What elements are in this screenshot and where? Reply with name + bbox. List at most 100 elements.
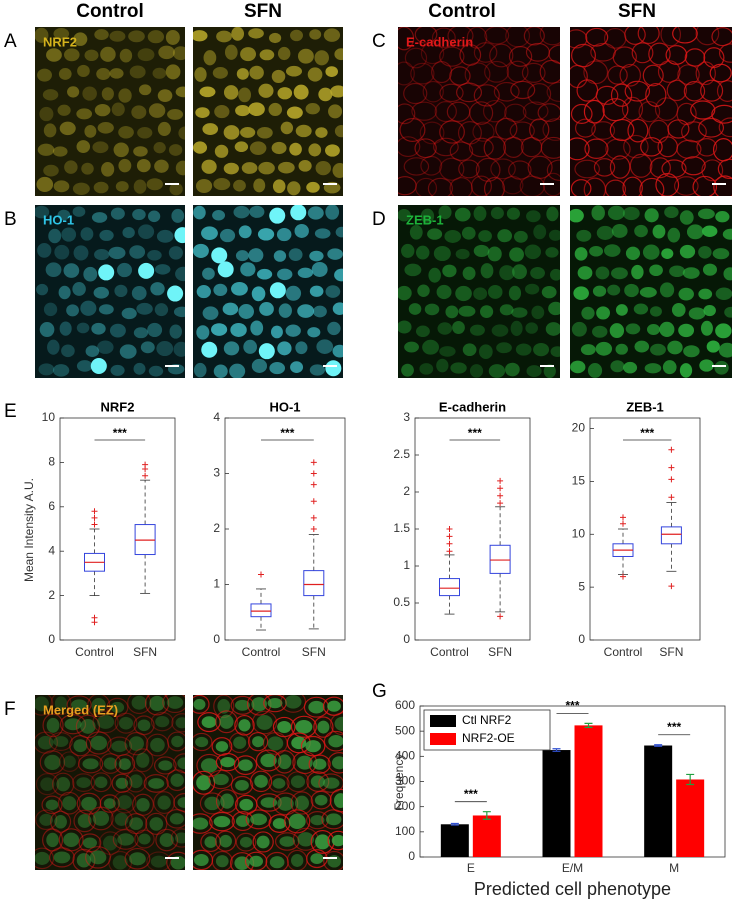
- cell-nucleus: [92, 810, 110, 826]
- outlier: [497, 492, 504, 499]
- cell-nucleus: [297, 832, 315, 847]
- outlier: [668, 464, 675, 471]
- cell-nucleus: [223, 125, 240, 140]
- box: [660, 526, 682, 545]
- cell-nucleus: [488, 364, 506, 378]
- cell-nucleus: [52, 146, 68, 157]
- cell-nucleus: [133, 327, 149, 339]
- cell-membrane: [230, 775, 254, 795]
- cell-nucleus: [437, 322, 453, 335]
- cell-nucleus: [398, 285, 412, 301]
- cell-nucleus: [152, 67, 167, 79]
- cell-nucleus: [193, 362, 207, 378]
- cell-nucleus: [715, 323, 732, 339]
- cell-nucleus: [46, 832, 59, 848]
- cell-nucleus: [698, 288, 713, 300]
- panel-letter: A: [4, 31, 17, 52]
- axes-box: [59, 417, 176, 641]
- outlier: [668, 494, 675, 501]
- cell-nucleus: [404, 263, 422, 277]
- cell-membrane: [215, 789, 239, 814]
- legend-label: Ctl NRF2: [462, 713, 512, 727]
- cell-nucleus: [639, 287, 657, 298]
- cell-membrane: [420, 42, 445, 65]
- cell-membrane: [624, 80, 651, 102]
- cell-membrane: [35, 773, 59, 796]
- cell-nucleus: [203, 50, 217, 66]
- cell-nucleus: [422, 339, 440, 355]
- x-tick-label: Control: [604, 645, 643, 659]
- error-bar: [654, 744, 663, 747]
- cell-nucleus: [415, 325, 430, 338]
- cell-membrane: [52, 772, 75, 796]
- box: [439, 578, 460, 597]
- cell-nucleus: [249, 65, 264, 80]
- cell-nucleus: [39, 322, 55, 338]
- cell-nucleus: [173, 341, 185, 357]
- cell-nucleus: [615, 304, 628, 316]
- cell-nucleus: [81, 162, 94, 175]
- cell-nucleus: [513, 230, 528, 243]
- x-tick-label: E: [467, 861, 475, 875]
- cell-membrane: [50, 810, 72, 833]
- cell-membrane: [621, 96, 644, 121]
- panel-letter: E: [4, 401, 17, 422]
- cell-membrane: [125, 770, 147, 793]
- cell-nucleus: [90, 735, 108, 751]
- cell-nucleus: [175, 160, 185, 176]
- outlier: [142, 472, 149, 479]
- cell-membrane: [623, 134, 649, 159]
- outlier: [446, 540, 453, 547]
- cell-nucleus: [219, 834, 232, 848]
- cell-nucleus: [624, 283, 639, 298]
- cell-membrane: [90, 772, 112, 793]
- cell-membrane: [701, 159, 724, 182]
- cell-nucleus: [295, 341, 308, 355]
- cell-nucleus: [316, 339, 334, 354]
- cell-nucleus: [285, 65, 303, 77]
- cell-nucleus: [133, 362, 146, 375]
- cell-nucleus: [307, 327, 321, 338]
- cell-nucleus: [76, 360, 93, 372]
- cell-nucleus: [173, 306, 185, 318]
- cell-nucleus: [213, 364, 228, 378]
- cell-nucleus: [284, 695, 302, 709]
- cell-nucleus: [526, 210, 541, 223]
- cell-nucleus: [216, 30, 232, 43]
- cell-nucleus: [249, 855, 264, 867]
- cell-membrane: [473, 42, 498, 63]
- plot-title: ZEB-1: [626, 399, 664, 414]
- bright-cell: [211, 247, 228, 264]
- cell-nucleus: [235, 699, 250, 711]
- cell-nucleus: [248, 28, 264, 39]
- cell-nucleus: [308, 143, 322, 157]
- cell-membrane: [327, 830, 343, 851]
- y-axis-label: Frequency: [392, 754, 406, 811]
- bright-cell: [201, 341, 218, 358]
- cell-membrane: [290, 715, 317, 738]
- axes-box: [224, 417, 346, 641]
- outlier: [446, 533, 453, 540]
- cell-nucleus: [295, 124, 312, 138]
- cell-nucleus: [452, 321, 465, 334]
- cell-nucleus: [543, 364, 556, 378]
- cell-nucleus: [98, 304, 114, 315]
- cell-membrane: [244, 851, 268, 870]
- panel-letter: F: [4, 699, 16, 720]
- cell-nucleus: [118, 716, 133, 730]
- cell-nucleus: [256, 835, 270, 849]
- cell-nucleus: [310, 815, 325, 826]
- cell-nucleus: [37, 735, 54, 750]
- cell-membrane: [77, 754, 104, 774]
- micrograph: [398, 205, 560, 378]
- cell-nucleus: [332, 344, 343, 358]
- stain-label: ZEB-1: [406, 212, 444, 227]
- cell-nucleus: [59, 321, 72, 336]
- cell-nucleus: [199, 86, 216, 98]
- cell-membrane: [457, 121, 482, 145]
- cell-nucleus: [150, 737, 165, 753]
- cell-nucleus: [93, 181, 109, 194]
- cell-membrane: [609, 118, 635, 142]
- cell-nucleus: [506, 207, 520, 220]
